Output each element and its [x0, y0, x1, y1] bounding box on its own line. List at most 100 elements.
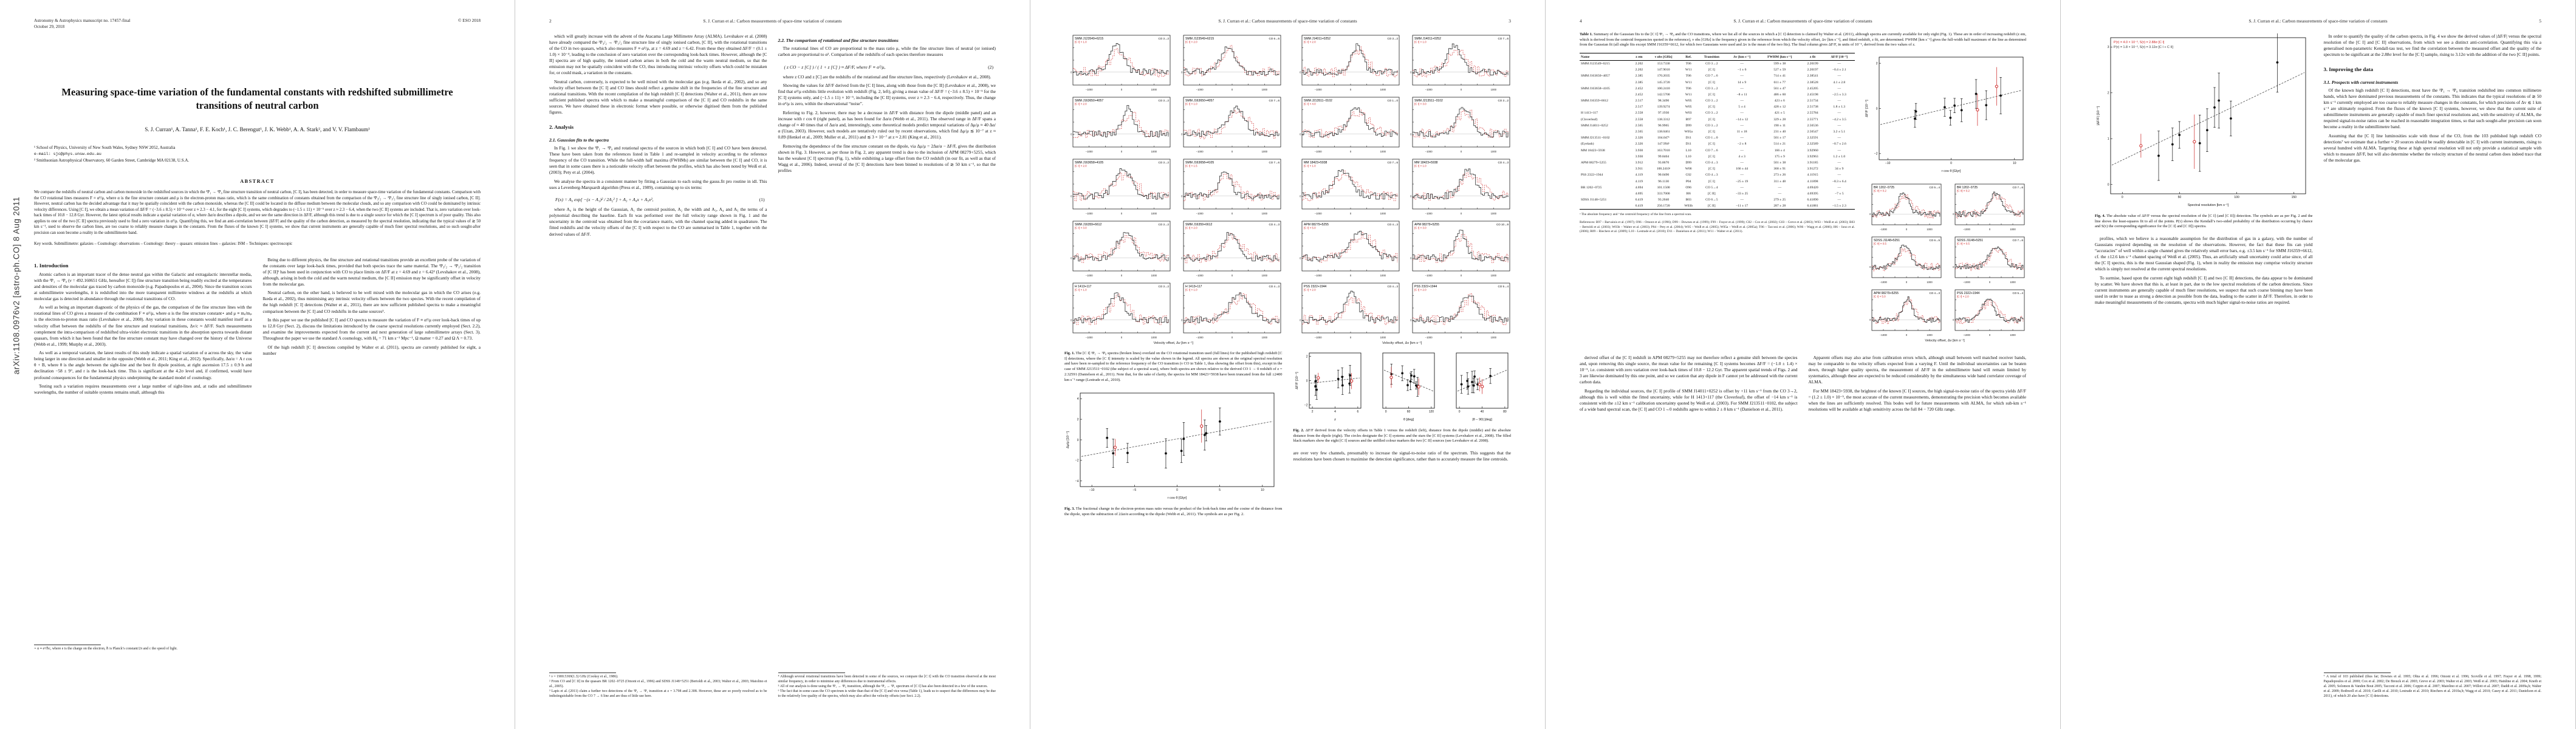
paragraph: As well as being an important diagnostic… [34, 304, 252, 347]
svg-text:0: 0 [1410, 70, 1412, 74]
svg-text:−1000: −1000 [1425, 212, 1432, 215]
svg-text:0: 0 [1231, 150, 1233, 153]
paragraph: Of the high redshift [C I] detections co… [262, 344, 481, 356]
paragraph: Apparent offsets may also arise from cal… [1808, 355, 2027, 385]
svg-text:H 1413+117: H 1413+117 [1075, 285, 1092, 289]
figure-4-caption: Fig. 4. The absolute value of ΔF/F versu… [2095, 214, 2313, 229]
paragraph: are over very few channels, presumably t… [1293, 450, 1512, 462]
figure-3-panel: −10 −5 0 5 10 −4 −2 0 2 4 r cos θ [Glyr] Δμ/μ [10⁻⁴… [1064, 389, 1283, 504]
svg-text:0: 0 [1181, 194, 1183, 197]
svg-text:[C I] × 2.0: [C I] × 2.0 [1304, 289, 1316, 292]
svg-text:[C II] × 0.2: [C II] × 0.2 [1874, 190, 1886, 193]
paragraph: As well as a temporal variation, the lat… [34, 350, 252, 380]
table-1-caption: Table 1. Summary of the Gaussian fits to… [1580, 32, 2026, 47]
svg-text:−1000: −1000 [1314, 150, 1321, 153]
svg-text:80: 80 [1503, 410, 1507, 414]
page2-column-1: which will greatly increase with the adv… [549, 33, 767, 699]
running-header: 2 S. J. Curran et al.: Carbon measuremen… [549, 18, 996, 24]
svg-text:0: 0 [1231, 336, 1233, 339]
paragraph: Showing the values for ΔF/F derived from… [778, 83, 996, 107]
scatter-panel: −10 0 10 −2 0 2 r cos θ [Glyr] ΔF/F [10⁻⁴] [1865, 56, 2024, 173]
svg-text:0: 0 [1176, 488, 1178, 492]
svg-text:SMM J16359+6612: SMM J16359+6612 [1185, 223, 1212, 227]
svg-text:0: 0 [1410, 194, 1412, 197]
table-row: SMM J14011+0252 2.565 96.9965 D99 CO 3→2—190… [1581, 123, 1841, 128]
spectra-panel: BR 1202−0725[C II] × 0.2 CO 7→6 −1000 0 1000… [1953, 183, 2024, 231]
spectra-panel: SMM J163650+4057[C I] × 2.0 CO 3→2 −1000 0 1… [1070, 97, 1171, 153]
svg-text:|θ − 90| [deg]: |θ − 90| [deg] [1472, 418, 1492, 422]
svg-text:CO 4→3: CO 4→3 [1269, 285, 1279, 288]
svg-text:1000: 1000 [1380, 274, 1386, 277]
spectra-panel: SMM J163650+4057[C I] × 1.0 CO 7→6 −1000 0 1… [1181, 97, 1281, 153]
svg-text:0: 0 [1989, 281, 1990, 284]
affiliation-email: e-mail: sjc@phys.unsw.edu.au [34, 152, 101, 157]
svg-text:1000: 1000 [1151, 336, 1157, 339]
svg-text:0: 0 [1869, 213, 1871, 216]
page-5: S. J. Curran et al.: Carbon measurements… [2061, 0, 2576, 729]
svg-text:−2: −2 [1075, 459, 1079, 463]
running-header: S. J. Curran et al.: Carbon measurements… [1064, 18, 1511, 24]
table-header-cell: Ref. [1679, 53, 1697, 61]
svg-text:[C I] × 1.0: [C I] × 1.0 [1075, 289, 1087, 292]
abstract: We compare the redshifts of neutral carb… [34, 190, 481, 235]
svg-text:0: 0 [1121, 274, 1123, 277]
svg-text:[C I] × 1.0: [C I] × 1.0 [1185, 103, 1197, 106]
svg-text:120: 120 [1428, 410, 1434, 414]
svg-text:APM 08279+5255: APM 08279+5255 [1304, 223, 1329, 227]
spectra-panel: SMM J16359+6612[C I] × 2.0 CO 4→3 −1000 0 10… [1181, 221, 1281, 277]
svg-text:0: 0 [1077, 439, 1079, 442]
svg-text:r cos θ [Glyr]: r cos θ [Glyr] [1942, 169, 1961, 173]
svg-text:1000: 1000 [1490, 212, 1496, 215]
svg-text:[C I] × 3.0: [C I] × 3.0 [1414, 227, 1427, 230]
table-header-cell: ν obs [GHz] [1647, 53, 1680, 61]
svg-text:[C I] × 2.0: [C I] × 2.0 [1185, 227, 1197, 230]
svg-text:1: 1 [2108, 137, 2109, 141]
figure-1-spectra-right: SMM J14011+0252 [C I] × 2.0 CO 3→2 −1000 0 10… [1293, 33, 1512, 340]
svg-text:0: 0 [1231, 88, 1233, 91]
svg-text:−4: −4 [1075, 480, 1079, 484]
svg-text:10: 10 [2013, 162, 2016, 165]
paragraph: which will greatly increase with the adv… [549, 33, 767, 76]
running-title: S. J. Curran et al.: Carbon measurements… [1733, 18, 1872, 24]
svg-text:PSS 2322+1944: PSS 2322+1944 [1414, 285, 1437, 289]
svg-text:1000: 1000 [1927, 281, 1933, 284]
svg-text:2: 2 [1876, 62, 1878, 66]
paragraph: Removing the dependence of the fine stru… [778, 143, 996, 173]
page-number: 4 [1580, 18, 1582, 24]
svg-text:[C I] × 1.0: [C I] × 1.0 [1185, 289, 1197, 292]
svg-text:2: 2 [2108, 92, 2109, 95]
svg-text:BR 1202−0725: BR 1202−0725 [1874, 186, 1894, 190]
svg-text:[C I] × 5.0: [C I] × 5.0 [1874, 295, 1886, 298]
svg-text:0: 0 [1306, 379, 1307, 383]
paragraph: Referring to Fig. 2, however, there may … [778, 109, 996, 140]
svg-text:[C I] × 1.0: [C I] × 1.0 [1414, 165, 1427, 168]
svg-text:SDSS J1148+5251: SDSS J1148+5251 [1957, 239, 1983, 242]
svg-text:4: 4 [1077, 397, 1079, 401]
spectra-panel: SDSS J1148+5251[C II] × 0.5 CO 6→5 −1000 0 1… [1869, 236, 1942, 284]
svg-text:1000: 1000 [1262, 88, 1268, 91]
svg-text:0: 0 [1953, 213, 1954, 216]
svg-text:SMM J163650+4057: SMM J163650+4057 [1185, 99, 1214, 103]
svg-text:CO 6→5: CO 6→5 [1269, 37, 1279, 40]
spectra-panel: SDSS J1148+5251[C II] × 0.5 CO 7→6 −1000 0 1… [1953, 236, 2024, 284]
svg-text:−5: −5 [1132, 488, 1136, 492]
affiliation-2: ² Smithsonian Astrophysical Observatory,… [34, 158, 190, 163]
manuscript-line: Astronomy & Astrophysics manuscript no. … [34, 18, 131, 23]
section-1-heading: 1. Introduction [34, 262, 69, 269]
svg-text:SMM J213511−0102: SMM J213511−0102 [1304, 99, 1332, 103]
date-line: October 29, 2018 [34, 24, 65, 29]
svg-text:Spectral resolution [km s⁻¹]: Spectral resolution [km s⁻¹] [2188, 204, 2229, 207]
svg-text:SMM J123549+6215: SMM J123549+6215 [1075, 37, 1103, 41]
svg-text:Δμ/μ [10⁻⁴]: Δμ/μ [10⁻⁴] [1066, 431, 1070, 448]
svg-text:5: 5 [1219, 488, 1221, 492]
svg-text:[C I] × 2.0: [C I] × 2.0 [1075, 165, 1087, 168]
svg-text:1000: 1000 [1262, 274, 1268, 277]
page5-column-1: 0 50 100 150 0 1 2 3 P(τ) = 4.0 × 10⁻³, S(τ) = 2… [2095, 32, 2313, 699]
svg-text:[C I] × 1.0: [C I] × 1.0 [1075, 41, 1087, 44]
authors-line: S. J. Curran¹, A. Tanna¹, F. E. Koch¹, J… [145, 126, 370, 133]
svg-text:APM 08279+5255: APM 08279+5255 [1874, 292, 1899, 295]
page3-column-2: SMM J14011+0252 [C I] × 2.0 CO 3→2 −1000 0 10… [1293, 33, 1512, 524]
svg-text:CO 5→4: CO 5→4 [1929, 186, 1940, 189]
svg-text:CO 7→6: CO 7→6 [1387, 161, 1398, 164]
page4-column-2: Apparent offsets may also arise from cal… [1809, 355, 2027, 416]
